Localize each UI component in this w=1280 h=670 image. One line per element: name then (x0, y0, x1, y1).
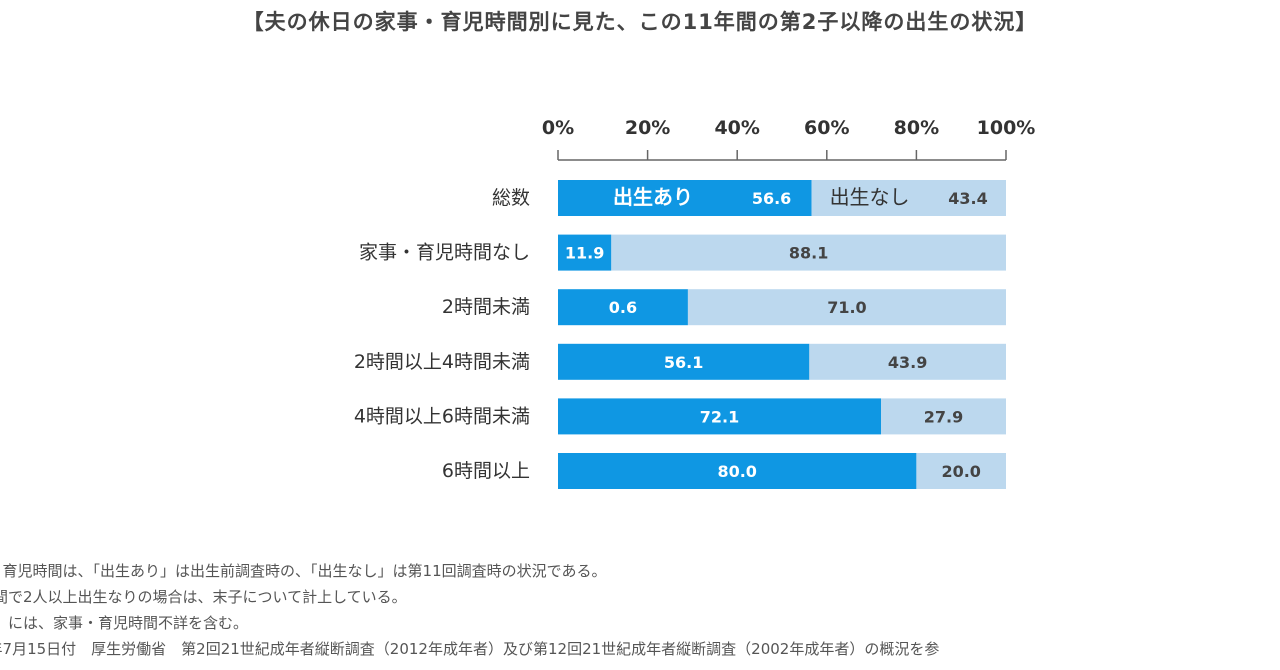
bar-segment-no-birth (916, 453, 1006, 489)
category-label: 2時間未満 (442, 296, 530, 318)
data-label-no-birth: 88.1 (789, 244, 828, 263)
data-label-birth: 72.1 (700, 407, 739, 426)
footnote-2: 年間で2人以上出生なりの場合は、末子について計上している。 (0, 588, 407, 606)
category-label: 6時間以上 (442, 460, 530, 482)
category-label: 4時間以上6時間未満 (354, 405, 530, 427)
data-label-birth: 56.1 (664, 353, 703, 372)
chart-title: 【夫の休日の家事・育児時間別に見た、この11年間の第2子以降の出生の状況】 (242, 10, 1038, 34)
x-tick-label: 20% (625, 117, 670, 139)
bar-segment-birth (558, 234, 612, 271)
data-label-no-birth: 71.0 (827, 298, 866, 317)
footnotes: 5・育児時間は、「出生あり」は出生前調査時の、「出生なし」は第11回調査時の状況… (0, 558, 939, 662)
inline-legend-birth: 出生あり (613, 185, 693, 209)
x-tick-label: 0% (542, 117, 574, 139)
bar-segment-birth (558, 180, 812, 216)
footnote-4: 5年7月15日付 厚生労働省 第2回21世紀成年者縦断調査（2012年成年者）及… (0, 640, 940, 658)
inline-legend-no-birth: 出生なし (830, 185, 910, 209)
footnote-1: 5・育児時間は、「出生あり」は出生前調査時の、「出生なし」は第11回調査時の状況… (0, 562, 607, 580)
bar-segment-no-birth (881, 398, 1006, 435)
bar-segment-no-birth (811, 180, 1006, 216)
data-label-birth: 80.0 (717, 462, 756, 481)
x-tick-label: 80% (894, 117, 939, 139)
data-label-no-birth: 20.0 (941, 462, 980, 481)
footnote-3: 数」には、家事・育児時間不詳を含む。 (0, 614, 249, 632)
bar-segment-birth (558, 453, 917, 489)
category-label: 家事・育児時間なし (359, 242, 530, 264)
bar-segment-no-birth (809, 343, 1006, 380)
bar-segment-no-birth (611, 234, 1006, 271)
bar-segment-birth (558, 398, 882, 435)
category-label: 2時間以上4時間未満 (354, 351, 530, 373)
data-label-birth: 0.6 (609, 298, 637, 317)
bar-segment-birth (558, 289, 688, 326)
x-tick-label: 60% (804, 117, 849, 139)
bar-segment-birth (558, 343, 810, 380)
data-label-no-birth: 27.9 (924, 407, 963, 426)
data-label-no-birth: 43.4 (948, 189, 987, 208)
category-label: 総数 (492, 187, 530, 209)
data-label-birth: 11.9 (565, 244, 604, 263)
bar-segment-no-birth (687, 289, 1006, 326)
data-label-no-birth: 43.9 (888, 353, 927, 372)
data-label-birth: 56.6 (752, 189, 791, 208)
x-tick-label: 100% (977, 117, 1036, 139)
x-tick-label: 40% (714, 117, 759, 139)
